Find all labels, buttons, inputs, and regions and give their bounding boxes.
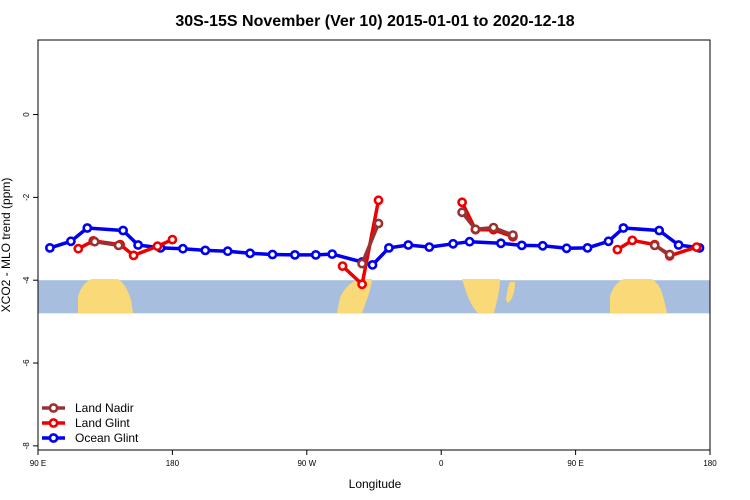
legend-label-ocean-glint: Ocean Glint <box>75 431 139 445</box>
map-strip <box>38 279 710 314</box>
ocean-glint-point <box>177 243 188 254</box>
land-nadir-line <box>460 211 514 237</box>
x-tick-label: 0 <box>439 459 444 468</box>
x-axis: 90 E 180 90 W 0 90 E 180 <box>30 450 717 468</box>
ocean-glint-point <box>367 259 378 270</box>
legend-marker-land-glint <box>48 418 59 428</box>
land-australia-west <box>78 279 133 313</box>
legend-label-land-glint: Land Glint <box>75 416 130 430</box>
y-tick-label: -6 <box>22 359 31 367</box>
x-tick-label: 90 E <box>567 459 583 468</box>
ocean-glint-point <box>464 236 475 247</box>
x-axis-label: Longitude <box>349 477 402 491</box>
ocean-glint-point <box>618 223 629 233</box>
ocean-glint-point <box>561 243 572 254</box>
legend-marker-land-nadir <box>48 403 59 413</box>
land-glint-point <box>73 243 84 254</box>
land-nadir-point <box>508 230 518 240</box>
ocean-glint-point <box>245 248 255 259</box>
land-glint-point <box>691 242 702 252</box>
land-southern-africa <box>462 279 500 313</box>
x-tick-label: 180 <box>166 459 180 468</box>
land-nadir-point <box>664 249 675 260</box>
land-glint-point <box>357 279 367 290</box>
x-tick-label: 90 W <box>297 459 316 468</box>
ocean-glint-point <box>222 246 233 257</box>
land-nadir-point <box>373 218 384 229</box>
series-ocean-glint <box>45 223 705 270</box>
legend-label-land-nadir: Land Nadir <box>75 401 134 415</box>
ocean-glint-point <box>448 238 458 249</box>
ocean-glint-point <box>424 242 435 252</box>
land-madagascar <box>506 282 515 303</box>
ocean-glint-point <box>654 225 665 236</box>
y-axis-label: XCO2 - MLO trend (ppm) <box>0 178 13 313</box>
ocean-glint-point <box>673 240 684 250</box>
y-tick-label: -2 <box>22 193 31 201</box>
ocean-glint-point <box>82 223 93 233</box>
land-nadir-point <box>649 240 660 251</box>
ocean-glint-point <box>200 245 211 256</box>
land-glint-line <box>341 199 381 287</box>
x-tick-label: 180 <box>703 459 717 468</box>
land-glint-point <box>373 195 384 206</box>
land-glint-point <box>612 244 623 255</box>
land-glint-point <box>128 250 139 261</box>
land-nadir-point <box>113 240 124 251</box>
ocean-glint-point <box>133 240 143 250</box>
ocean-band <box>38 280 710 314</box>
ocean-glint-point <box>45 242 55 253</box>
land-glint-point <box>457 197 467 208</box>
ocean-glint-point <box>603 236 614 247</box>
ocean-glint-point <box>495 238 506 249</box>
land-nadir-point <box>470 224 481 235</box>
plot-frame <box>37 39 711 451</box>
y-tick-label: -8 <box>22 442 31 450</box>
ocean-glint-point <box>383 242 394 253</box>
land-glint-point <box>152 241 163 252</box>
series-land-nadir <box>89 207 675 269</box>
ocean-glint-point <box>66 236 76 247</box>
y-tick-label: 0 <box>22 112 31 117</box>
ocean-glint-point <box>310 249 321 260</box>
land-nadir-point <box>357 258 367 269</box>
land-nadir-point <box>89 236 100 247</box>
legend-marker-ocean-glint <box>48 433 59 443</box>
land-nadir-line <box>360 222 381 265</box>
land-glint-point <box>627 235 638 246</box>
chart-title: 30S-15S November (Ver 10) 2015-01-01 to … <box>175 13 574 30</box>
y-tick-label: -4 <box>22 276 31 284</box>
ocean-glint-point <box>516 240 527 251</box>
land-glint-point <box>167 234 178 245</box>
ocean-glint-point <box>403 240 414 250</box>
ocean-glint-point <box>327 249 338 259</box>
land-glint-point <box>337 261 348 271</box>
land-australia-east <box>610 279 667 313</box>
y-axis: -8 -6 -4 -2 0 <box>22 112 38 450</box>
x-tick-label: 90 E <box>30 459 46 468</box>
ocean-glint-point <box>537 240 548 251</box>
ocean-glint-point <box>118 225 128 236</box>
land-nadir-point <box>488 222 499 233</box>
ocean-glint-point <box>267 249 278 260</box>
series-layer <box>45 195 705 290</box>
ocean-glint-point <box>582 242 593 253</box>
ocean-glint-point <box>289 249 300 260</box>
land-nadir-point <box>457 207 467 218</box>
